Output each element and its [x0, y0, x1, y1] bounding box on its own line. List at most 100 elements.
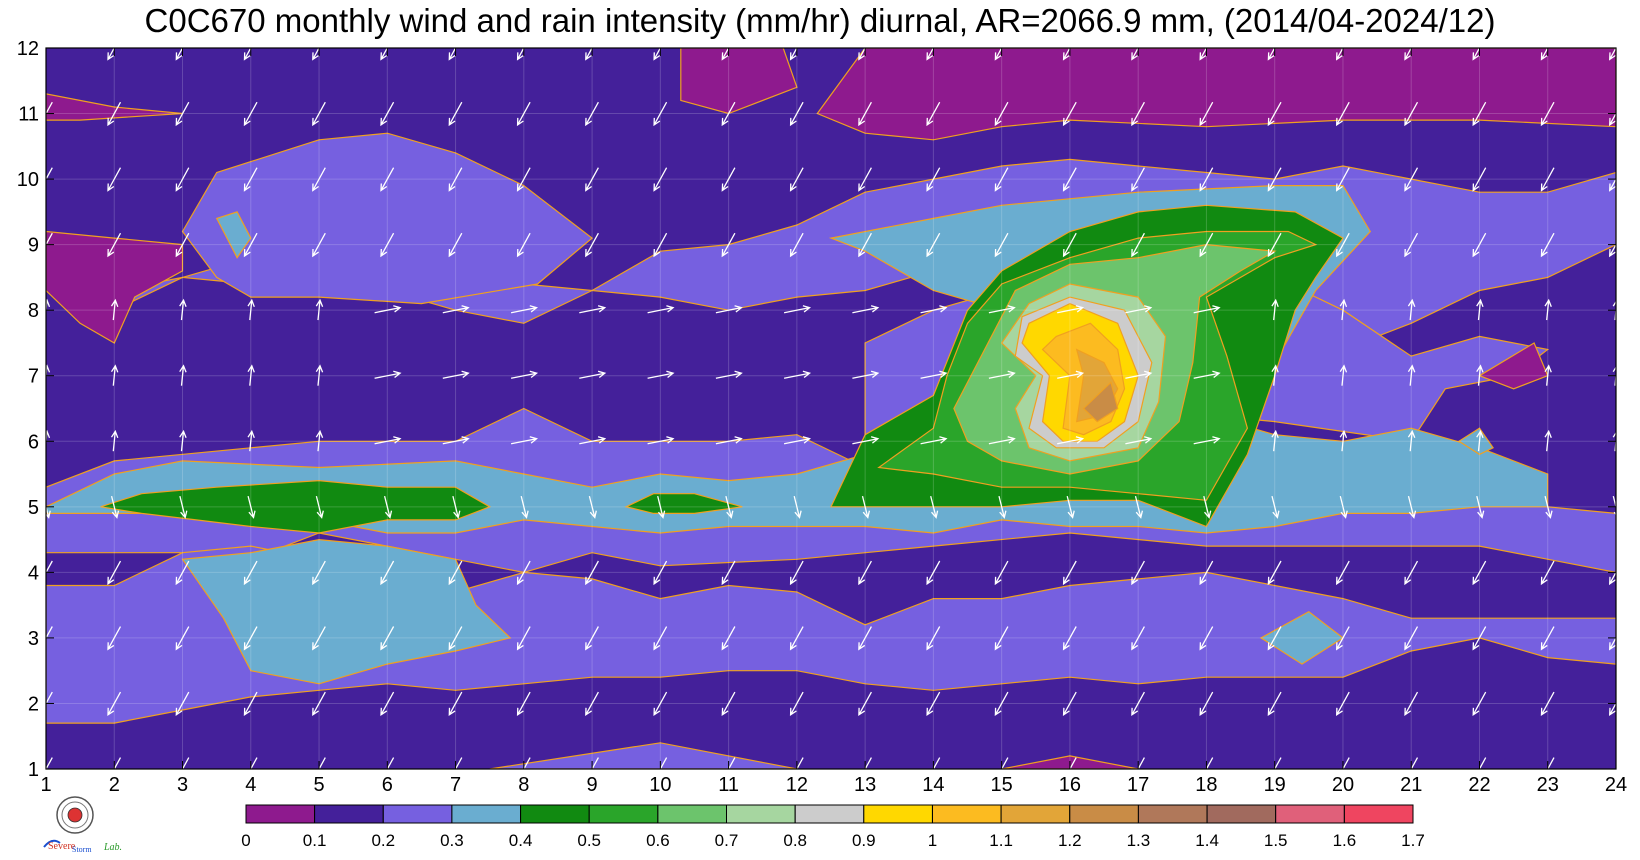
y-tick-label-6: 6: [28, 431, 39, 453]
wind-arrow-h18-m12: [1199, 48, 1208, 61]
wind-arrow-h17-m12: [1131, 48, 1139, 61]
x-tick-label-18: 18: [1195, 774, 1217, 796]
wind-arrow-h20-m7: [1339, 364, 1348, 386]
wind-arrow-h16-m12: [1062, 48, 1071, 61]
colorbar-label-10: 1: [928, 831, 937, 850]
wind-arrow-h20-m6: [1339, 429, 1348, 452]
wind-arrow-h24-m4: [1608, 571, 1616, 586]
wind-arrow-h24-m3: [1608, 636, 1616, 651]
wind-arrow-h16-m7: [1057, 370, 1085, 379]
wind-arrow-h7-m1: [454, 757, 463, 769]
colorbar-label-5: 0.5: [577, 831, 601, 850]
wind-arrow-h14-m2: [926, 691, 941, 717]
wind-arrow-h22-m4: [1472, 560, 1487, 586]
wind-arrow-h18-m8: [1193, 305, 1221, 314]
wind-arrow-h19-m1: [1273, 757, 1282, 769]
wind-arrow-h21-m1: [1410, 757, 1419, 769]
wind-arrow-h7-m4: [448, 560, 463, 586]
wind-arrow-h15-m12: [994, 48, 1003, 61]
wind-arrow-h14-m5: [930, 495, 939, 519]
wind-arrow-h22-m10: [1472, 167, 1487, 192]
wind-arrow-h12-m6: [783, 436, 811, 445]
wind-arrow-h17-m7: [1125, 370, 1153, 379]
wind-arrow-h23-m10: [1540, 167, 1555, 192]
logo-word-lab: Lab.: [103, 842, 122, 853]
wind-arrow-h12-m9: [789, 232, 804, 258]
x-tick-label-13: 13: [854, 774, 876, 796]
contour-region-3: [181, 132, 594, 305]
wind-arrow-h19-m5: [1271, 495, 1280, 519]
wind-arrow-h24-m12: [1608, 48, 1616, 61]
wind-arrow-h15-m7: [988, 370, 1016, 379]
wind-arrow-h18-m11: [1199, 101, 1214, 127]
wind-arrow-h15-m9: [994, 232, 1009, 258]
contour-region-25: [680, 48, 798, 115]
wind-arrow-h13-m5: [861, 495, 871, 519]
wind-arrow-h8-m11: [516, 101, 531, 127]
wind-arrow-h11-m2: [721, 691, 736, 717]
colorbar-swatch-5: [588, 804, 659, 824]
wind-arrow-h15-m6: [988, 436, 1016, 445]
wind-arrow-h14-m6: [920, 436, 948, 445]
wind-arrow-h24-m7: [1612, 366, 1616, 386]
wind-arrow-h21-m11: [1404, 101, 1419, 127]
wind-arrow-h16-m5: [1066, 495, 1075, 519]
y-tick-label-1: 1: [28, 759, 39, 781]
x-tick-label-17: 17: [1127, 774, 1149, 796]
x-tick-label-1: 1: [40, 774, 51, 796]
wind-arrow-h24-m10: [1608, 177, 1616, 192]
wind-arrow-h7-m12: [448, 48, 457, 61]
wind-arrow-h5-m9: [312, 232, 326, 258]
wind-arrow-h15-m5: [998, 495, 1007, 519]
wind-arrow-h6-m2: [380, 691, 395, 717]
wind-arrow-h2-m10: [107, 167, 122, 192]
wind-arrow-h23-m2: [1540, 691, 1555, 717]
wind-arrow-h5-m5: [315, 495, 324, 519]
wind-arrow-h19-m3: [1267, 626, 1282, 651]
wind-arrow-h12-m1: [796, 757, 804, 769]
wind-arrow-h2-m12: [107, 48, 115, 61]
wind-arrow-h4-m2: [243, 691, 258, 717]
colorbar-label-7: 0.7: [715, 831, 739, 850]
wind-arrow-h10-m1: [659, 757, 668, 769]
wind-arrow-h22-m3: [1472, 626, 1487, 651]
wind-arrow-h7-m11: [448, 101, 463, 127]
wind-arrow-h12-m7: [783, 370, 812, 379]
wind-arrow-h17-m1: [1137, 757, 1145, 769]
wind-arrow-h20-m5: [1339, 495, 1348, 519]
wind-arrow-h20-m3: [1336, 626, 1350, 651]
wind-arrow-h15-m8: [988, 305, 1016, 314]
x-tick-label-9: 9: [587, 774, 598, 796]
logo-word-severe: Severe: [48, 841, 76, 852]
wind-arrow-h1-m8: [46, 298, 51, 317]
chart-title: C0C670 monthly wind and rain intensity (…: [144, 2, 1496, 39]
wind-arrow-h8-m4: [516, 560, 531, 586]
contour-region-23: [46, 93, 183, 121]
wind-arrow-h21-m8: [1407, 298, 1416, 321]
colorbar-swatch-0: [245, 804, 316, 824]
wind-arrow-h9-m1: [591, 757, 599, 769]
wind-arrow-h5-m1: [318, 757, 326, 769]
colorbar-swatch-1: [314, 804, 384, 824]
wind-arrow-h24-m2: [1608, 702, 1616, 717]
wind-arrow-h9-m11: [585, 101, 599, 127]
y-tick-label-2: 2: [28, 693, 39, 715]
colorbar-swatch-4: [520, 804, 590, 824]
wind-arrow-h20-m9: [1336, 232, 1350, 258]
wind-arrow-h10-m9: [653, 232, 668, 258]
wind-arrow-h8-m2: [516, 691, 531, 717]
wind-arrow-h6-m5: [383, 495, 393, 519]
wind-arrow-h17-m8: [1125, 305, 1153, 314]
wind-arrow-h1-m1: [46, 757, 53, 769]
x-tick-label-19: 19: [1264, 774, 1286, 796]
wind-arrow-h23-m11: [1540, 101, 1555, 127]
y-tick-label-9: 9: [28, 235, 39, 257]
contour-region-24: [46, 230, 184, 344]
wind-arrow-h18-m9: [1199, 232, 1214, 258]
wind-arrow-h17-m11: [1131, 101, 1145, 127]
wind-arrow-h2-m7: [110, 364, 119, 386]
wind-arrow-h18-m1: [1205, 757, 1214, 769]
wind-arrow-h20-m10: [1336, 167, 1350, 192]
wind-arrow-h13-m9: [858, 232, 872, 258]
x-axis: 1 2 3 4 5 6 7 8 9 10 11 12 13 14 15 16 17 18 19 20 21 22 23 24: [40, 48, 1627, 796]
